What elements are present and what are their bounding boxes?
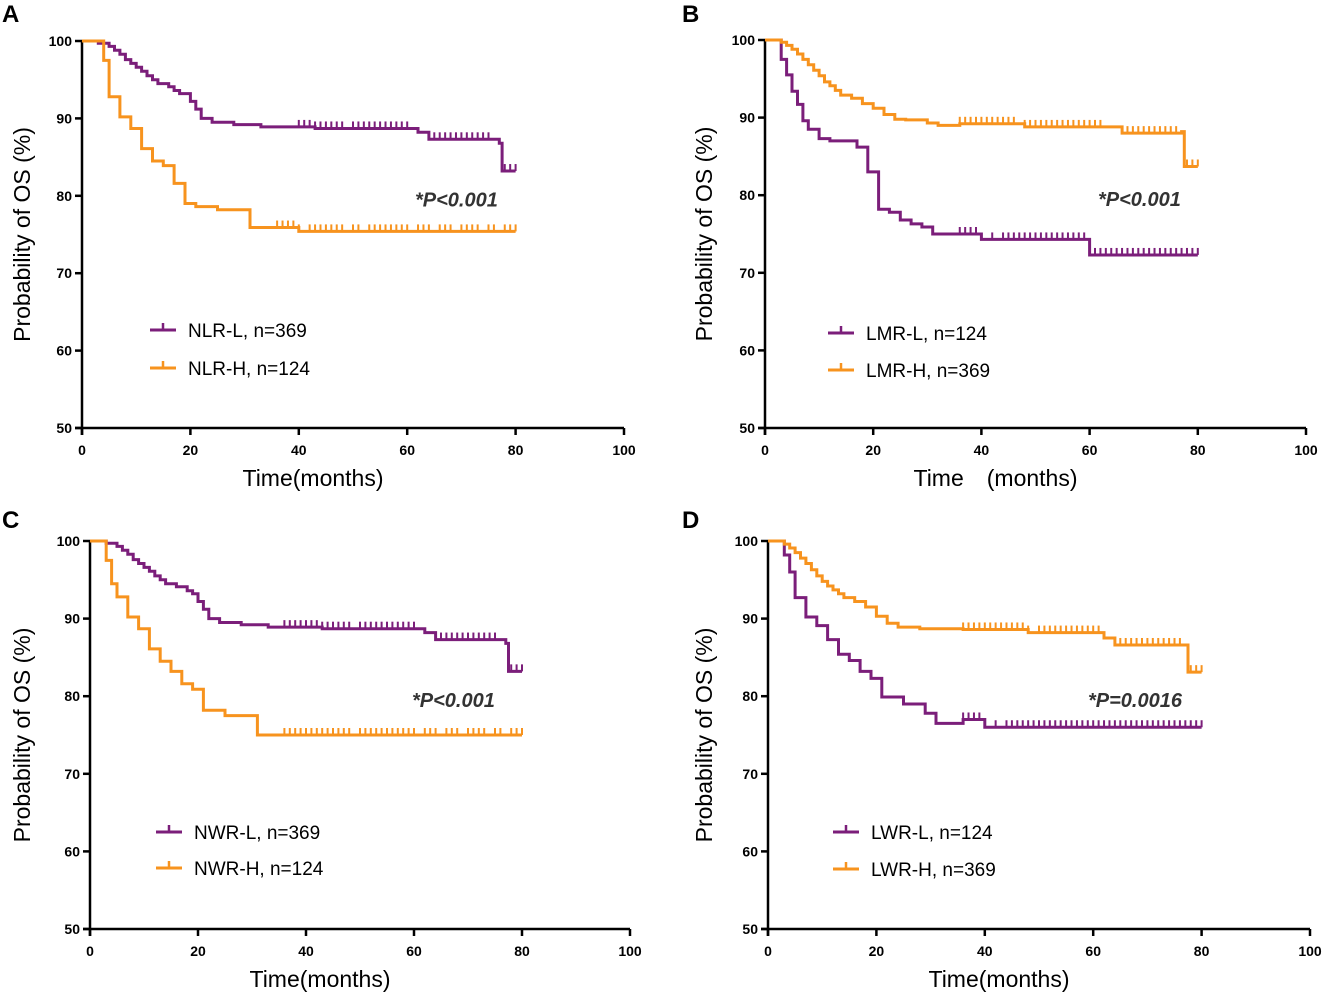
panel-letter: D xyxy=(682,507,699,534)
x-tick-label: 0 xyxy=(86,943,94,959)
y-tick-label: 70 xyxy=(742,766,758,782)
legend-label: LWR-H, n=369 xyxy=(871,860,996,881)
y-tick-label: 100 xyxy=(57,533,81,549)
x-axis-label: Time(months) xyxy=(243,465,384,491)
y-tick-label: 100 xyxy=(49,33,73,49)
y-tick-label: 50 xyxy=(56,420,72,436)
x-tick-label: 0 xyxy=(78,442,86,458)
y-axis-label: Probability of OS (%) xyxy=(9,628,35,843)
legend-label: NWR-H, n=124 xyxy=(194,859,324,880)
legend-label: LWR-L, n=124 xyxy=(871,823,993,844)
y-tick-label: 100 xyxy=(732,32,756,48)
legend-label: NLR-L, n=369 xyxy=(188,321,307,342)
y-tick-label: 50 xyxy=(64,921,80,937)
x-tick-label: 40 xyxy=(298,943,314,959)
legend-label: NLR-H, n=124 xyxy=(188,359,310,380)
x-tick-label: 80 xyxy=(1194,943,1210,959)
x-tick-label: 60 xyxy=(406,943,422,959)
x-axis-label: Time (months) xyxy=(914,465,1078,491)
x-tick-label: 100 xyxy=(1294,442,1318,458)
x-tick-label: 0 xyxy=(764,943,772,959)
x-tick-label: 40 xyxy=(974,442,990,458)
x-tick-label: 80 xyxy=(1190,442,1206,458)
x-tick-label: 20 xyxy=(865,442,881,458)
survival-curve-orange xyxy=(82,39,516,233)
y-axis-label: Probability of OS (%) xyxy=(691,628,717,843)
p-value-annotation: *P<0.001 xyxy=(415,190,498,212)
x-tick-label: 80 xyxy=(514,943,530,959)
p-value-annotation: *P<0.001 xyxy=(412,690,495,712)
panel-letter: C xyxy=(2,507,19,534)
y-tick-label: 80 xyxy=(739,187,755,203)
survival-curve-purple xyxy=(90,539,522,673)
y-tick-label: 70 xyxy=(739,265,755,281)
y-tick-label: 90 xyxy=(64,611,80,627)
survival-curve-orange xyxy=(768,539,1202,674)
legend-label: NWR-L, n=369 xyxy=(194,823,320,844)
chart-panel-b: B 50 60 70 80 90 100 0 20 40 60 80 100 Time (months) P… xyxy=(682,1,1318,491)
y-tick-label: 90 xyxy=(56,110,72,126)
x-tick-label: 40 xyxy=(977,943,993,959)
x-tick-label: 100 xyxy=(612,442,636,458)
survival-curve-purple xyxy=(765,38,1198,257)
legend-label: LMR-L, n=124 xyxy=(866,324,987,345)
x-tick-label: 40 xyxy=(291,442,307,458)
y-tick-label: 90 xyxy=(739,110,755,126)
x-tick-label: 60 xyxy=(399,442,415,458)
x-tick-label: 60 xyxy=(1082,442,1098,458)
y-tick-label: 70 xyxy=(56,265,72,281)
y-tick-label: 50 xyxy=(739,420,755,436)
y-tick-label: 60 xyxy=(739,342,755,358)
p-value-annotation: *P<0.001 xyxy=(1098,189,1181,211)
x-tick-label: 100 xyxy=(1298,943,1322,959)
p-value-annotation: *P=0.0016 xyxy=(1088,690,1183,712)
chart-panel-c: C 50 60 70 80 90 100 0 20 40 60 80 100 Time(months) Pr… xyxy=(2,507,642,992)
y-tick-label: 70 xyxy=(64,766,80,782)
x-axis-label: Time(months) xyxy=(250,966,391,992)
y-tick-label: 90 xyxy=(742,611,758,627)
survival-curve-orange xyxy=(90,539,522,737)
x-tick-label: 100 xyxy=(618,943,642,959)
y-tick-label: 80 xyxy=(64,688,80,704)
x-axis-label: Time(months) xyxy=(929,966,1070,992)
y-tick-label: 100 xyxy=(735,533,759,549)
y-tick-label: 80 xyxy=(56,188,72,204)
chart-panel-a: A 50 60 70 80 90 100 0 20 40 60 80 100 Time(months) Pr… xyxy=(2,1,636,491)
survival-curve-purple xyxy=(82,39,516,173)
survival-curve-purple xyxy=(768,539,1202,729)
x-tick-label: 20 xyxy=(190,943,206,959)
x-tick-label: 60 xyxy=(1085,943,1101,959)
y-axis-label: Probability of OS (%) xyxy=(9,127,35,342)
survival-curve-orange xyxy=(765,38,1198,168)
x-tick-label: 0 xyxy=(761,442,769,458)
y-tick-label: 80 xyxy=(742,688,758,704)
x-tick-label: 20 xyxy=(183,442,199,458)
chart-panel-d: D 50 60 70 80 90 100 0 20 40 60 80 100 Time(months) Pr… xyxy=(682,507,1322,992)
y-tick-label: 60 xyxy=(56,343,72,359)
panel-letter: A xyxy=(2,1,19,28)
panel-letter: B xyxy=(682,1,699,28)
legend-label: LMR-H, n=369 xyxy=(866,361,990,382)
x-tick-label: 80 xyxy=(508,442,524,458)
y-tick-label: 60 xyxy=(64,843,80,859)
x-tick-label: 20 xyxy=(869,943,885,959)
y-axis-label: Probability of OS (%) xyxy=(691,127,717,342)
y-tick-label: 60 xyxy=(742,843,758,859)
y-tick-label: 50 xyxy=(742,921,758,937)
